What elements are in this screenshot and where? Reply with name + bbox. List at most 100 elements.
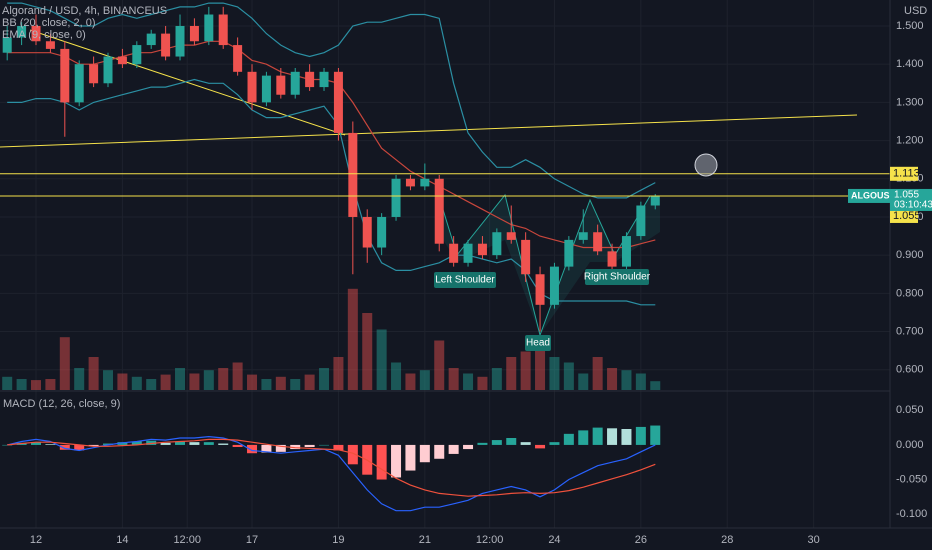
candle-body <box>17 25 27 38</box>
volume-bar <box>347 288 358 390</box>
candle-body <box>233 45 243 72</box>
histogram-bar <box>391 444 402 478</box>
histogram-bar <box>88 444 99 447</box>
volume-bar <box>477 376 488 390</box>
candle-body <box>391 178 401 217</box>
price-tag-value: 1.055 <box>894 190 919 201</box>
candle-body <box>276 75 286 95</box>
volume-bar <box>45 379 56 390</box>
x-tick-label: 19 <box>332 534 344 546</box>
y-tick-label: 0.700 <box>896 325 924 337</box>
volume-bar <box>448 368 459 390</box>
volume-bar <box>103 370 114 390</box>
indicator-label: BB (20, close, 2, 0) <box>2 17 96 29</box>
histogram-bar <box>117 442 128 445</box>
candle-body <box>578 232 588 240</box>
annotation-box <box>585 269 649 285</box>
histogram-bar <box>175 441 186 445</box>
y-tick-label: 0.800 <box>896 287 924 299</box>
histogram-bar <box>45 444 56 445</box>
signal-line <box>7 438 656 497</box>
histogram-bar <box>59 444 70 450</box>
x-tick-label: 24 <box>548 534 560 546</box>
volume-bar <box>218 368 229 390</box>
candle-body <box>535 274 545 305</box>
histogram-bar <box>405 444 416 471</box>
volume-bar <box>131 376 142 390</box>
volume-bar <box>333 357 344 390</box>
volume-bar <box>232 362 243 390</box>
histogram-bar <box>563 433 574 445</box>
level-tag <box>890 166 918 181</box>
volume-bar <box>319 368 330 390</box>
volume-bar <box>203 370 214 390</box>
volume-bar <box>463 373 474 390</box>
histogram-bar <box>74 444 85 451</box>
candle-body <box>103 56 113 84</box>
volume-bar <box>650 381 661 390</box>
volume-bar <box>578 373 589 390</box>
histogram-bar <box>520 442 531 445</box>
candle-body <box>621 236 631 267</box>
volume-bar <box>362 313 373 390</box>
candle-body <box>521 239 531 275</box>
x-tick-label: 12:00 <box>476 534 504 546</box>
candle-body <box>362 216 372 248</box>
histogram-bar <box>261 444 272 453</box>
candle-body <box>564 239 574 267</box>
volume-bar <box>117 373 128 390</box>
price-tag <box>890 188 932 211</box>
candle-body <box>477 243 487 256</box>
x-tick-label: 14 <box>116 534 128 546</box>
histogram-bar <box>203 442 214 445</box>
plot <box>0 2 890 512</box>
volume-bar <box>607 368 618 390</box>
candle-body <box>319 71 329 88</box>
candle-body <box>132 45 142 65</box>
candle-body <box>261 75 271 103</box>
volume-bar <box>2 376 13 390</box>
level-label: 1.113 <box>893 168 920 180</box>
volume-bar <box>405 373 416 390</box>
y-tick-label: -0.050 <box>896 473 927 485</box>
macd-title: MACD (12, 26, close, 9) <box>3 398 120 410</box>
candle-body <box>405 178 415 187</box>
indicator-label: EMA (9, close, 0) <box>2 29 86 41</box>
level-tag <box>890 208 918 223</box>
histogram-bar <box>103 443 114 445</box>
candle-body <box>218 14 228 46</box>
annotation: Left Shoulder <box>435 275 495 286</box>
histogram-bar <box>419 444 430 463</box>
candle-body <box>420 178 430 187</box>
candle-body <box>60 48 70 103</box>
candle-body <box>463 243 473 263</box>
volume-bar <box>247 374 258 390</box>
level-label: 1.055 <box>893 210 921 222</box>
histogram-bar <box>578 430 589 445</box>
x-tick-label: 28 <box>721 534 733 546</box>
candle-body <box>204 14 214 42</box>
histogram-bar <box>621 429 632 445</box>
histogram-bar <box>549 442 560 445</box>
histogram-bar <box>146 440 157 445</box>
candle-body <box>290 71 300 95</box>
candle-body <box>74 64 84 103</box>
y-tick-label: 0.600 <box>896 364 924 376</box>
histogram-bar <box>275 444 286 452</box>
candle-body <box>146 33 156 46</box>
histogram-bar <box>635 426 646 445</box>
volume-bar <box>592 357 603 390</box>
histogram-bar <box>434 444 445 459</box>
volume-bar <box>59 337 70 390</box>
volume-bar <box>88 357 99 390</box>
histogram-bar <box>232 444 243 447</box>
volume-bar <box>419 370 430 390</box>
volume-bar <box>74 368 85 390</box>
x-tick-label: 30 <box>808 534 820 546</box>
bb-lower <box>7 78 656 306</box>
histogram-bar <box>607 428 618 445</box>
volume-bar <box>549 357 560 390</box>
histogram-bar <box>477 442 488 445</box>
trend-line <box>0 114 858 148</box>
